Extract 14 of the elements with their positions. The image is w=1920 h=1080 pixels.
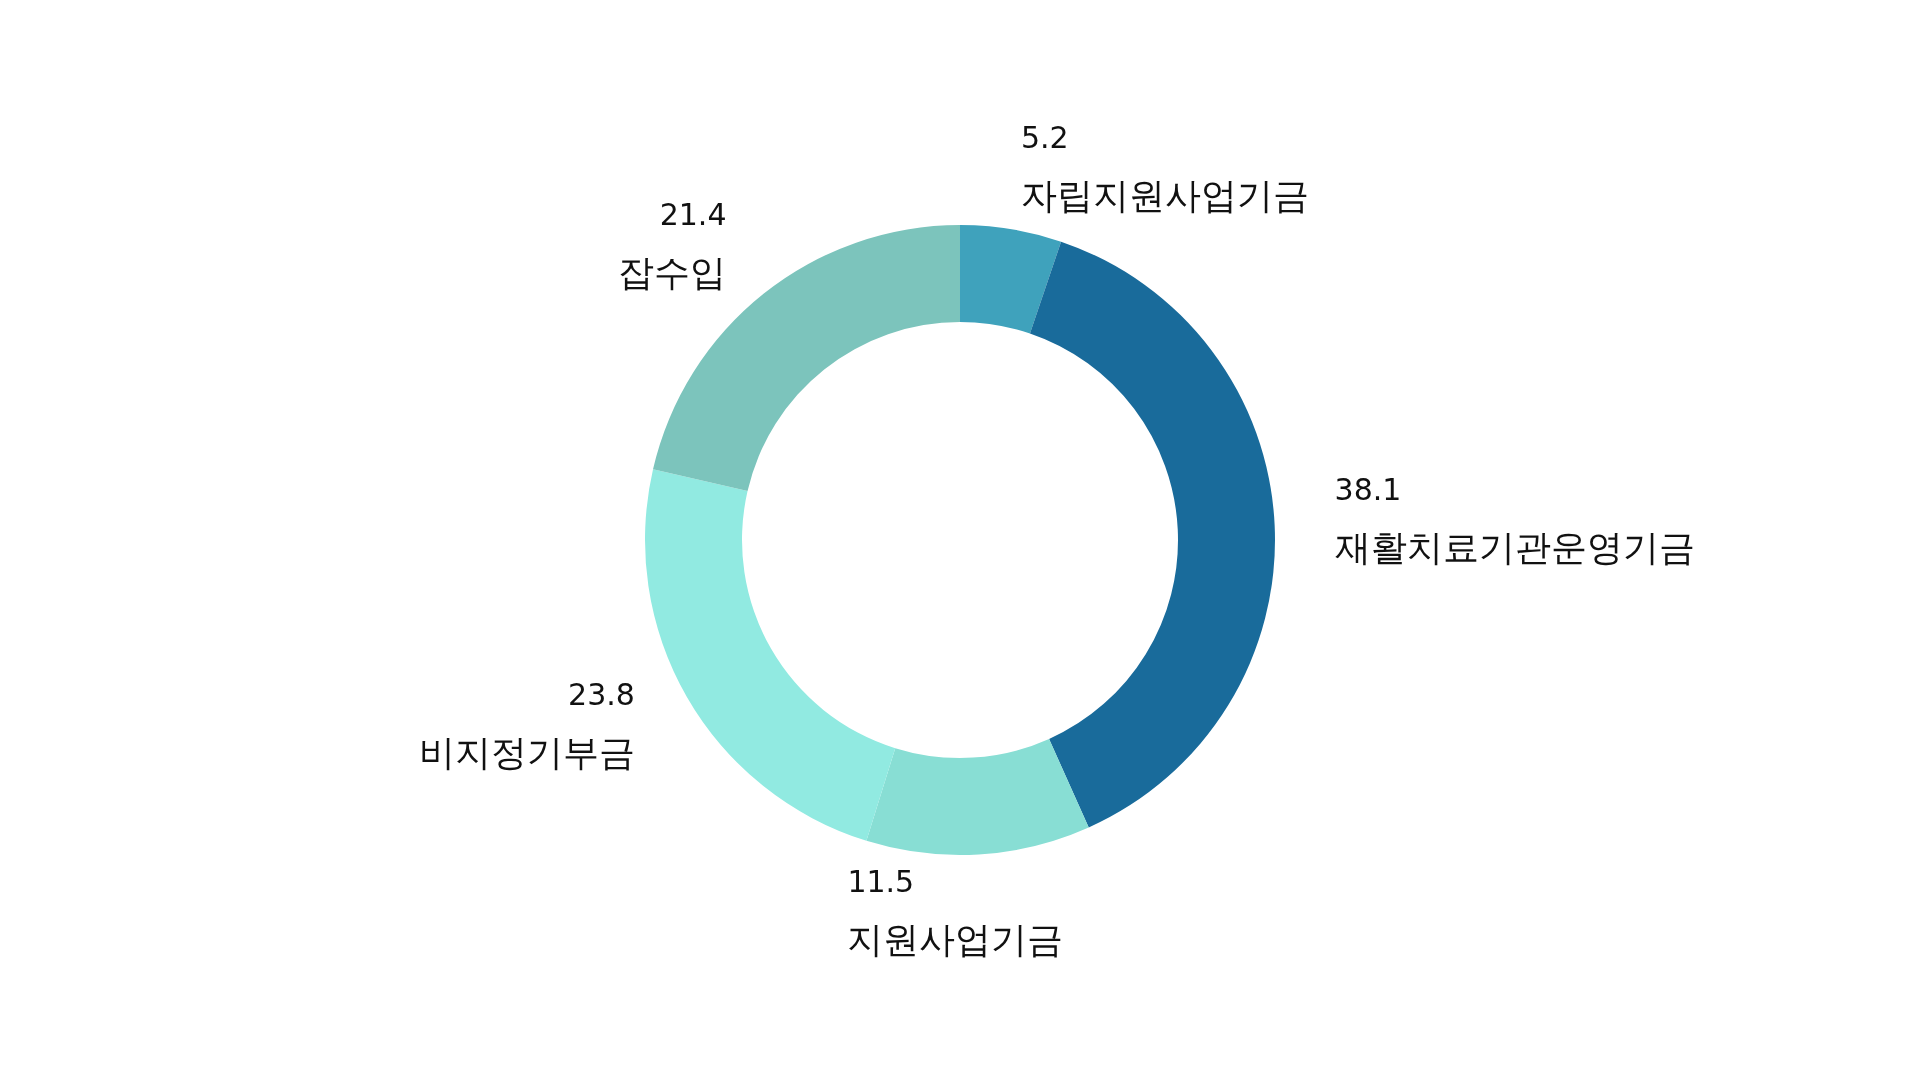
- data-label: 5.2: [1020, 119, 1069, 155]
- slice-label: 비지정기부금: [418, 731, 635, 773]
- data-label: 23.8: [568, 676, 635, 712]
- slice-label: 자립지원사업기금: [1020, 174, 1309, 216]
- slice-label: 재활치료기관운영기금: [1334, 527, 1695, 569]
- donut-slice: [960, 225, 1062, 334]
- donut-slice: [645, 469, 896, 841]
- data-label: 11.5: [847, 864, 915, 900]
- slice-label: 지원사업기금: [847, 919, 1064, 961]
- data-label: 21.4: [659, 196, 727, 232]
- donut-slice: [1029, 241, 1275, 828]
- slice-label: 잡수입: [618, 251, 727, 293]
- donut-slice: [866, 738, 1089, 855]
- data-label: 38.1: [1334, 472, 1402, 508]
